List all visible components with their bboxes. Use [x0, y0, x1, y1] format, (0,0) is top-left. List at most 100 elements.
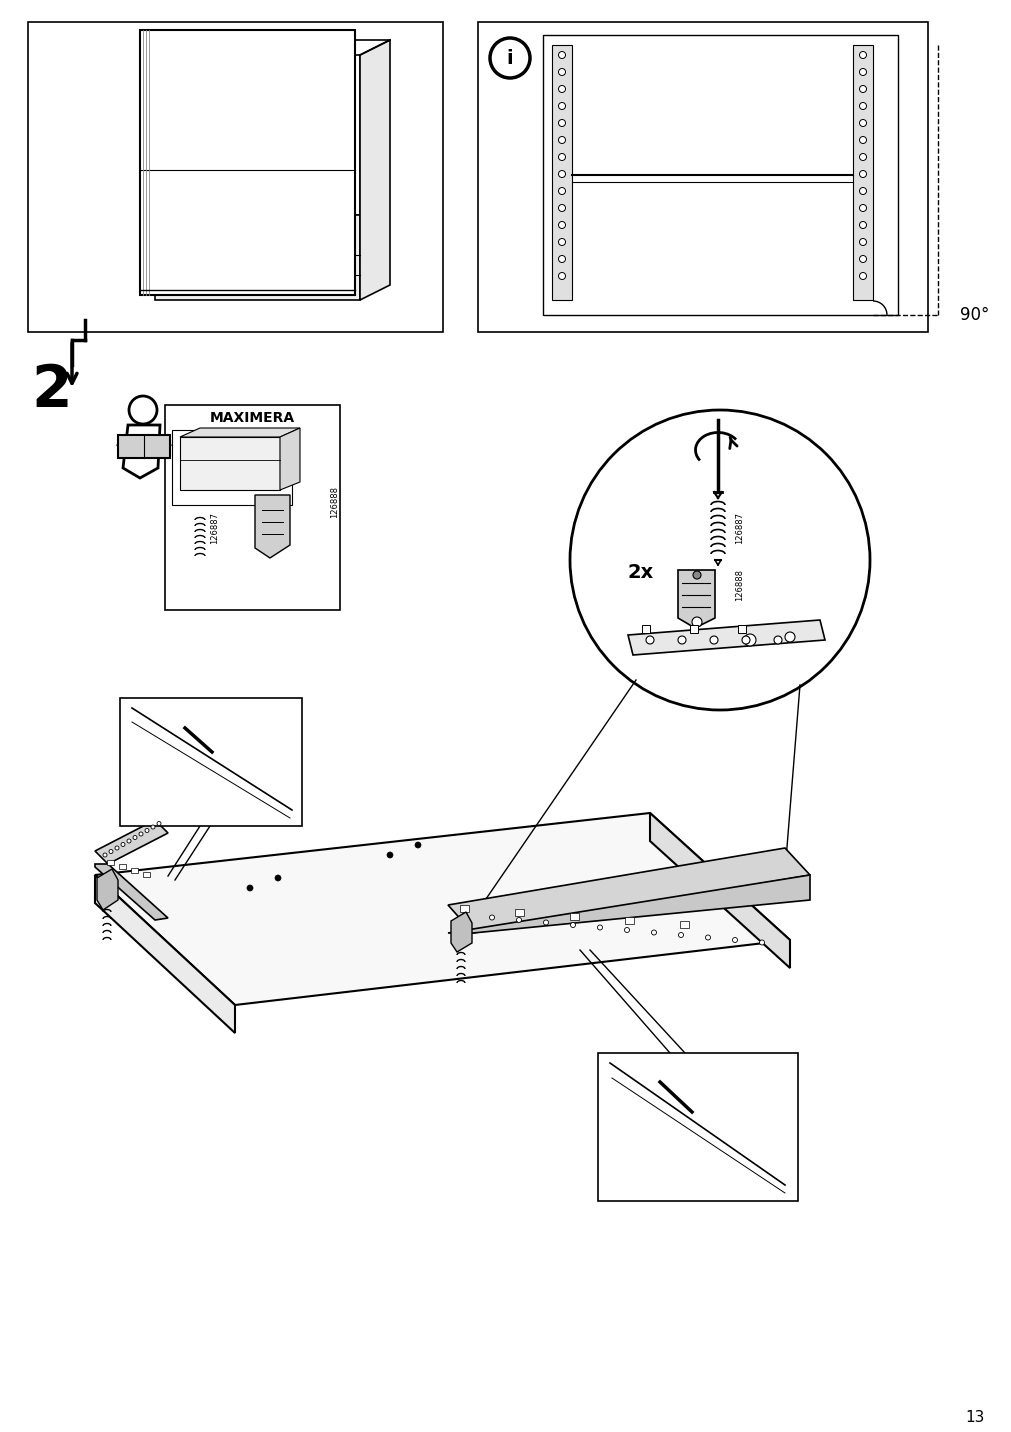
Circle shape	[558, 205, 565, 212]
Bar	[477, 21, 927, 332]
Bar	[120, 697, 301, 826]
Circle shape	[858, 239, 865, 245]
Circle shape	[132, 835, 136, 839]
Polygon shape	[97, 869, 118, 909]
Polygon shape	[119, 863, 126, 869]
Circle shape	[858, 153, 865, 160]
Circle shape	[275, 875, 281, 881]
Polygon shape	[140, 30, 355, 295]
Polygon shape	[155, 215, 360, 299]
Circle shape	[558, 188, 565, 195]
Circle shape	[247, 885, 253, 891]
Circle shape	[157, 822, 161, 825]
Text: 2x: 2x	[628, 563, 653, 581]
Bar	[551, 44, 571, 299]
Polygon shape	[451, 912, 471, 952]
Circle shape	[858, 52, 865, 59]
Circle shape	[693, 571, 701, 579]
Circle shape	[858, 119, 865, 126]
Circle shape	[858, 86, 865, 93]
Circle shape	[692, 617, 702, 627]
Bar	[641, 624, 649, 633]
Circle shape	[677, 636, 685, 644]
Circle shape	[386, 852, 392, 858]
Circle shape	[858, 136, 865, 143]
Circle shape	[558, 136, 565, 143]
Bar	[852, 44, 872, 299]
Polygon shape	[123, 425, 160, 478]
Bar	[737, 624, 745, 633]
Circle shape	[489, 39, 530, 77]
Text: MAXIMERA: MAXIMERA	[209, 411, 294, 425]
Circle shape	[558, 222, 565, 229]
Circle shape	[558, 103, 565, 109]
Text: 2: 2	[31, 361, 72, 418]
Text: i: i	[507, 49, 513, 67]
Circle shape	[558, 170, 565, 178]
Polygon shape	[280, 428, 299, 490]
Circle shape	[645, 636, 653, 644]
Circle shape	[489, 915, 494, 919]
Circle shape	[462, 912, 467, 918]
Circle shape	[858, 170, 865, 178]
Circle shape	[858, 103, 865, 109]
Circle shape	[570, 922, 575, 928]
Circle shape	[743, 634, 755, 646]
Polygon shape	[118, 435, 170, 458]
Circle shape	[128, 397, 157, 424]
Circle shape	[569, 410, 869, 710]
Circle shape	[596, 925, 602, 929]
Circle shape	[741, 636, 749, 644]
Circle shape	[103, 853, 107, 856]
Polygon shape	[130, 868, 137, 874]
Polygon shape	[460, 905, 468, 912]
Polygon shape	[255, 495, 290, 558]
Circle shape	[773, 636, 782, 644]
Polygon shape	[180, 428, 299, 437]
Circle shape	[558, 69, 565, 76]
Polygon shape	[180, 437, 280, 490]
Circle shape	[516, 918, 521, 922]
Circle shape	[732, 938, 737, 942]
Circle shape	[710, 636, 717, 644]
Polygon shape	[143, 872, 150, 876]
Polygon shape	[107, 861, 114, 865]
Circle shape	[858, 222, 865, 229]
Circle shape	[858, 272, 865, 279]
Polygon shape	[677, 570, 715, 629]
Polygon shape	[95, 813, 790, 1005]
Polygon shape	[569, 914, 578, 919]
Circle shape	[543, 919, 548, 925]
Circle shape	[558, 153, 565, 160]
Polygon shape	[625, 916, 633, 924]
Circle shape	[558, 272, 565, 279]
Polygon shape	[95, 863, 168, 919]
Polygon shape	[679, 921, 688, 928]
Circle shape	[558, 119, 565, 126]
Circle shape	[121, 842, 125, 846]
Circle shape	[705, 935, 710, 939]
Bar	[690, 624, 698, 633]
Polygon shape	[95, 821, 168, 863]
Circle shape	[677, 932, 682, 938]
Circle shape	[558, 239, 565, 245]
Polygon shape	[649, 813, 790, 968]
Circle shape	[145, 829, 149, 832]
Text: 126888: 126888	[735, 569, 744, 601]
Polygon shape	[95, 875, 235, 1032]
Circle shape	[858, 205, 865, 212]
Polygon shape	[155, 54, 360, 215]
Circle shape	[558, 255, 565, 262]
Bar	[598, 1053, 798, 1201]
Circle shape	[558, 52, 565, 59]
Bar	[165, 405, 340, 610]
Circle shape	[115, 846, 119, 851]
Polygon shape	[448, 848, 809, 934]
Text: 126887: 126887	[735, 513, 744, 544]
Circle shape	[858, 188, 865, 195]
Bar	[172, 430, 292, 505]
Circle shape	[126, 839, 130, 843]
Circle shape	[415, 842, 421, 848]
Circle shape	[858, 255, 865, 262]
Circle shape	[624, 928, 629, 932]
